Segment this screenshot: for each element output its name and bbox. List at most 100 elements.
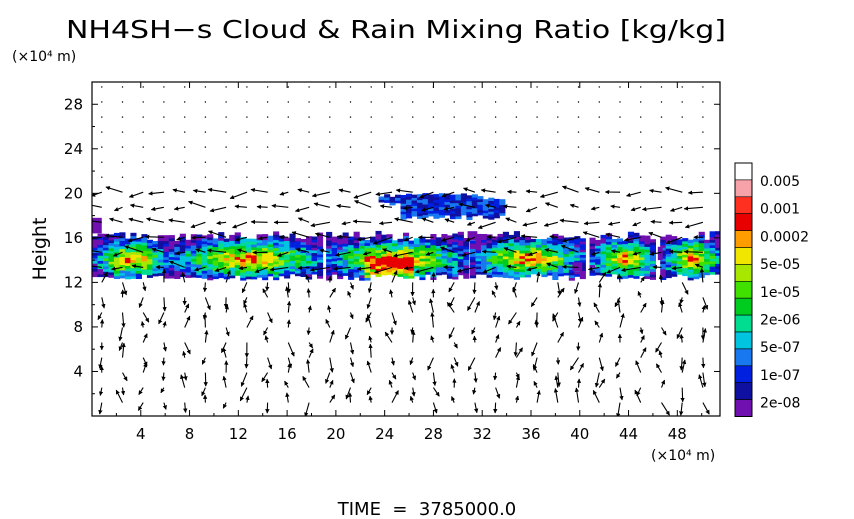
wind-vector bbox=[577, 161, 580, 163]
heat-cell bbox=[403, 256, 410, 260]
heat-cell bbox=[563, 248, 570, 252]
wind-vector bbox=[546, 262, 558, 268]
heat-cell bbox=[419, 271, 426, 275]
wind-vector bbox=[101, 176, 103, 178]
heat-cell bbox=[671, 244, 678, 248]
heat-cell bbox=[466, 203, 473, 207]
heat-cell bbox=[273, 244, 280, 249]
heat-cell bbox=[557, 267, 564, 271]
heat-cell bbox=[408, 267, 415, 271]
heat-cell bbox=[422, 198, 429, 202]
heat-cell bbox=[381, 240, 388, 244]
wind-vector bbox=[619, 131, 621, 133]
heat-cell bbox=[427, 199, 434, 204]
heat-cell bbox=[435, 266, 442, 270]
wind-vector bbox=[225, 101, 227, 103]
heat-cell bbox=[381, 269, 388, 273]
heat-cell bbox=[568, 264, 575, 268]
wind-vector bbox=[474, 101, 476, 103]
heat-cell bbox=[638, 262, 645, 266]
wind-vector bbox=[121, 161, 124, 163]
wind-vector bbox=[432, 402, 438, 414]
x-tick-label: 48 bbox=[668, 425, 687, 443]
heat-cell bbox=[212, 251, 219, 255]
heat-cell bbox=[446, 267, 453, 271]
heat-cell bbox=[218, 242, 225, 247]
colorbar-swatch bbox=[734, 179, 753, 198]
heat-cell bbox=[353, 250, 360, 254]
wind-vector bbox=[372, 236, 393, 245]
colorbar-swatch bbox=[734, 365, 753, 383]
heat-cell bbox=[284, 275, 291, 279]
wind-vector bbox=[229, 191, 248, 200]
heat-cell bbox=[552, 263, 559, 267]
heat-cell bbox=[289, 238, 296, 243]
heat-cell bbox=[364, 247, 371, 252]
heat-cell bbox=[488, 208, 495, 212]
heat-cell bbox=[665, 256, 672, 260]
heat-cell bbox=[438, 203, 445, 208]
wind-vector bbox=[286, 300, 292, 313]
heat-cell bbox=[499, 204, 506, 208]
heat-cell bbox=[463, 240, 470, 244]
heat-cell bbox=[317, 272, 324, 276]
heat-cell bbox=[113, 275, 120, 279]
wind-vector bbox=[494, 86, 497, 88]
heat-cell bbox=[190, 234, 197, 238]
heat-cell bbox=[218, 250, 225, 255]
wind-vector bbox=[356, 236, 372, 242]
wind-vector bbox=[515, 146, 518, 148]
heat-cell bbox=[475, 239, 482, 243]
heat-cell bbox=[223, 254, 230, 258]
heat-cell bbox=[477, 209, 484, 213]
heat-cell bbox=[606, 254, 613, 258]
wind-vector bbox=[474, 161, 476, 163]
heat-cell bbox=[168, 253, 175, 258]
wind-vector bbox=[461, 251, 476, 257]
wind-vector bbox=[409, 395, 414, 403]
heat-cell bbox=[119, 261, 126, 265]
heat-cell bbox=[251, 244, 258, 248]
heat-cell bbox=[135, 270, 142, 274]
heat-cell bbox=[676, 260, 683, 264]
heat-cell bbox=[157, 245, 164, 250]
heat-cell bbox=[124, 259, 131, 264]
wind-vector bbox=[467, 297, 476, 311]
heat-cell bbox=[311, 241, 318, 246]
heat-cell bbox=[348, 271, 355, 275]
wind-vector bbox=[92, 218, 102, 224]
heat-cell bbox=[295, 256, 302, 261]
heat-cell bbox=[486, 258, 493, 262]
heat-cell bbox=[660, 242, 667, 246]
wind-vector bbox=[120, 387, 126, 396]
heat-cell bbox=[470, 242, 477, 247]
heat-cell bbox=[245, 270, 252, 274]
wind-vector bbox=[234, 236, 248, 242]
heat-cell bbox=[92, 241, 99, 245]
heat-cell bbox=[638, 243, 645, 247]
heat-cell bbox=[234, 235, 241, 239]
heat-cell bbox=[400, 211, 407, 215]
heat-cell bbox=[704, 242, 711, 246]
wind-vector bbox=[640, 101, 642, 103]
heat-cell bbox=[229, 234, 236, 239]
wind-vector bbox=[112, 251, 123, 257]
heat-cell bbox=[457, 242, 464, 246]
wind-vector bbox=[441, 191, 455, 198]
heat-cell bbox=[152, 251, 159, 255]
heat-cell bbox=[408, 256, 415, 260]
heat-cell bbox=[331, 255, 338, 259]
wind-vector bbox=[514, 395, 520, 403]
wind-vector bbox=[660, 101, 663, 103]
heat-cell bbox=[229, 248, 236, 252]
heat-cell bbox=[492, 244, 499, 248]
wind-vector bbox=[491, 290, 497, 298]
heat-cell bbox=[108, 239, 115, 244]
wind-vector bbox=[665, 236, 683, 245]
heat-cell bbox=[481, 255, 488, 259]
heat-cell bbox=[502, 255, 509, 260]
heat-cell bbox=[460, 204, 467, 208]
heat-cell bbox=[452, 270, 459, 275]
wind-vector bbox=[660, 131, 663, 133]
heat-cell bbox=[406, 196, 413, 200]
